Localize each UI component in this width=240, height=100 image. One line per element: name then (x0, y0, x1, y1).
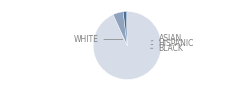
Wedge shape (126, 12, 127, 46)
Wedge shape (93, 12, 161, 80)
Wedge shape (113, 12, 127, 46)
Text: WHITE: WHITE (73, 35, 123, 44)
Text: HISPANIC: HISPANIC (151, 39, 194, 48)
Wedge shape (123, 12, 127, 46)
Text: BLACK: BLACK (150, 44, 183, 53)
Text: ASIAN: ASIAN (151, 34, 182, 42)
